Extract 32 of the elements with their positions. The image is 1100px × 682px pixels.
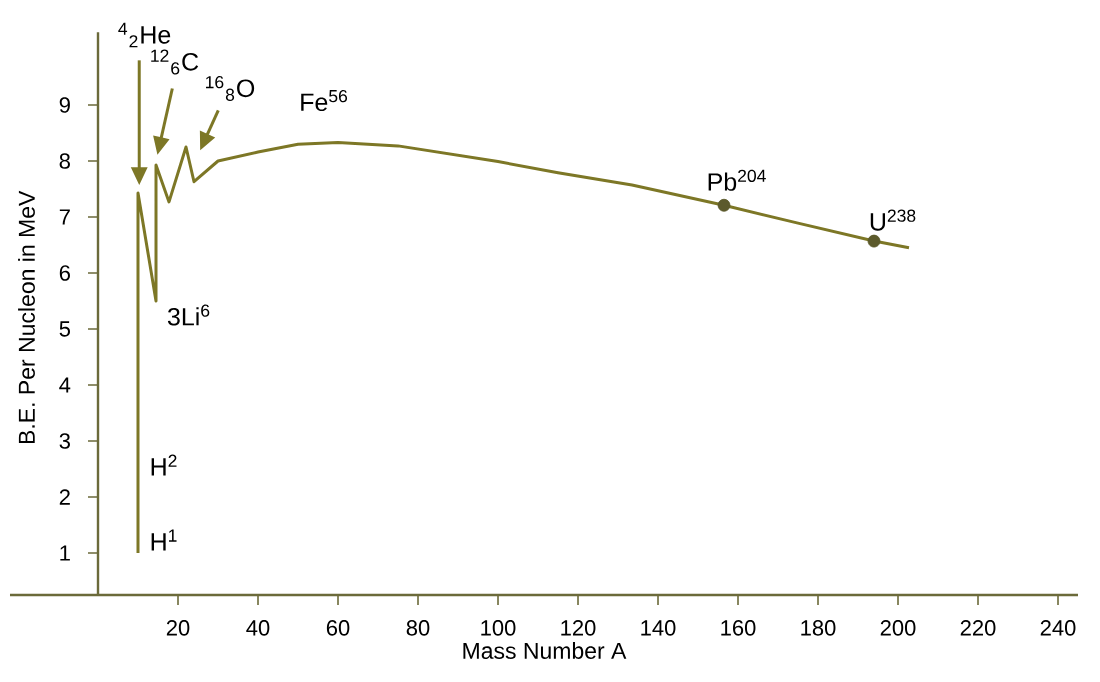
annotation: 12$_{6}$C <box>151 49 199 75</box>
y-tick-label: 3 <box>59 433 70 449</box>
x-tick-label: 40 <box>246 620 270 636</box>
x-tick-label: 20 <box>166 620 190 636</box>
annotation: H$^{2}$ <box>151 454 177 476</box>
x-tick-label: 140 <box>641 620 676 636</box>
x-tick-label: 180 <box>801 620 836 636</box>
x-tick-label: 60 <box>326 620 350 636</box>
x-axis-title: Mass Number A <box>463 642 627 659</box>
annotation: Pb$^{204}$ <box>708 169 766 191</box>
x-tick-label: 80 <box>406 620 430 636</box>
annotation: 3Li$^{6}$ <box>167 304 210 326</box>
annotation: 16$_{8}$O <box>206 75 255 101</box>
y-tick-label: 5 <box>59 321 70 337</box>
x-tick-label: 240 <box>1040 620 1076 636</box>
y-tick-label: 4 <box>59 377 71 393</box>
y-tick-label: 9 <box>59 97 70 113</box>
y-tick-label: 6 <box>59 265 70 281</box>
annotation: 4$_{2}$He <box>118 22 171 48</box>
annotation: Fe$^{56}$ <box>301 89 348 112</box>
x-tick-label: 200 <box>880 620 916 636</box>
x-tick-label: 220 <box>960 620 996 636</box>
x-tick-label: 120 <box>561 620 596 636</box>
annotation: U$^{238}$ <box>870 209 916 231</box>
y-axis-title: B.E. Per Nucleon in MeV <box>18 190 35 444</box>
x-tick-label: 160 <box>721 620 756 636</box>
y-tick-label: 1 <box>60 545 70 561</box>
y-tick-label: 7 <box>59 209 70 225</box>
y-tick-label: 2 <box>59 489 70 505</box>
y-tick-label: 8 <box>59 153 70 169</box>
annotation: H$^{1}$ <box>151 529 177 551</box>
x-tick-label: 100 <box>481 620 516 636</box>
